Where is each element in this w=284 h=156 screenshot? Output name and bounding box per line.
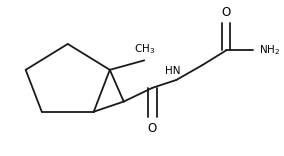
Text: O: O <box>222 6 231 19</box>
Text: CH$_3$: CH$_3$ <box>134 42 155 56</box>
Text: NH$_2$: NH$_2$ <box>259 44 280 57</box>
Text: O: O <box>148 122 157 135</box>
Text: HN: HN <box>164 66 180 76</box>
